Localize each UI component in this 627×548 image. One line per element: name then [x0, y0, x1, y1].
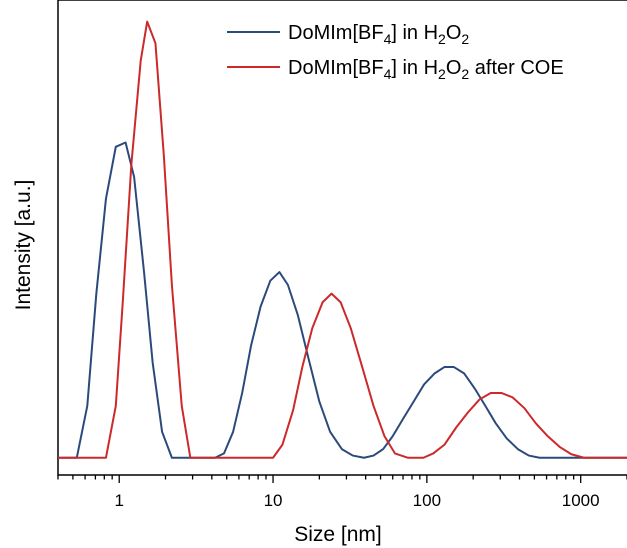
x-tick-label: 100 [413, 491, 441, 510]
legend-text-part: ] in H [391, 22, 438, 44]
x-tick-label: 10 [264, 491, 283, 510]
legend-label-1: DoMIm[BF4] in H2O2 [288, 22, 469, 47]
legend-text-part: ] in H [391, 57, 438, 79]
legend-subscript: 4 [384, 66, 392, 82]
legend-subscript: 2 [461, 31, 469, 47]
legend-label-2: DoMIm[BF4] in H2O2 after COE [288, 57, 564, 82]
legend-text-part: after COE [469, 57, 563, 79]
x-tick-label: 1 [114, 491, 123, 510]
legend-subscript: 2 [461, 66, 469, 82]
plot-frame [57, 0, 627, 476]
legend-subscript: 2 [438, 66, 446, 82]
x-axis-ticks: 1 10 100 1000 [57, 475, 627, 510]
series-line-1 [58, 141, 627, 459]
series-line-2 [58, 20, 627, 459]
y-axis-title: Intensity [a.u.] [12, 180, 35, 311]
legend-text-part: DoMIm[BF [288, 57, 384, 79]
x-tick-label: 1000 [562, 491, 600, 510]
legend-text-part: O [446, 22, 462, 44]
legend-subscript: 4 [384, 31, 392, 47]
legend-text-part: DoMIm[BF [288, 22, 384, 44]
legend-subscript: 2 [438, 31, 446, 47]
series-layer [58, 20, 627, 459]
x-axis-title: Size [nm] [294, 523, 382, 546]
legend-text-part: O [446, 57, 462, 79]
